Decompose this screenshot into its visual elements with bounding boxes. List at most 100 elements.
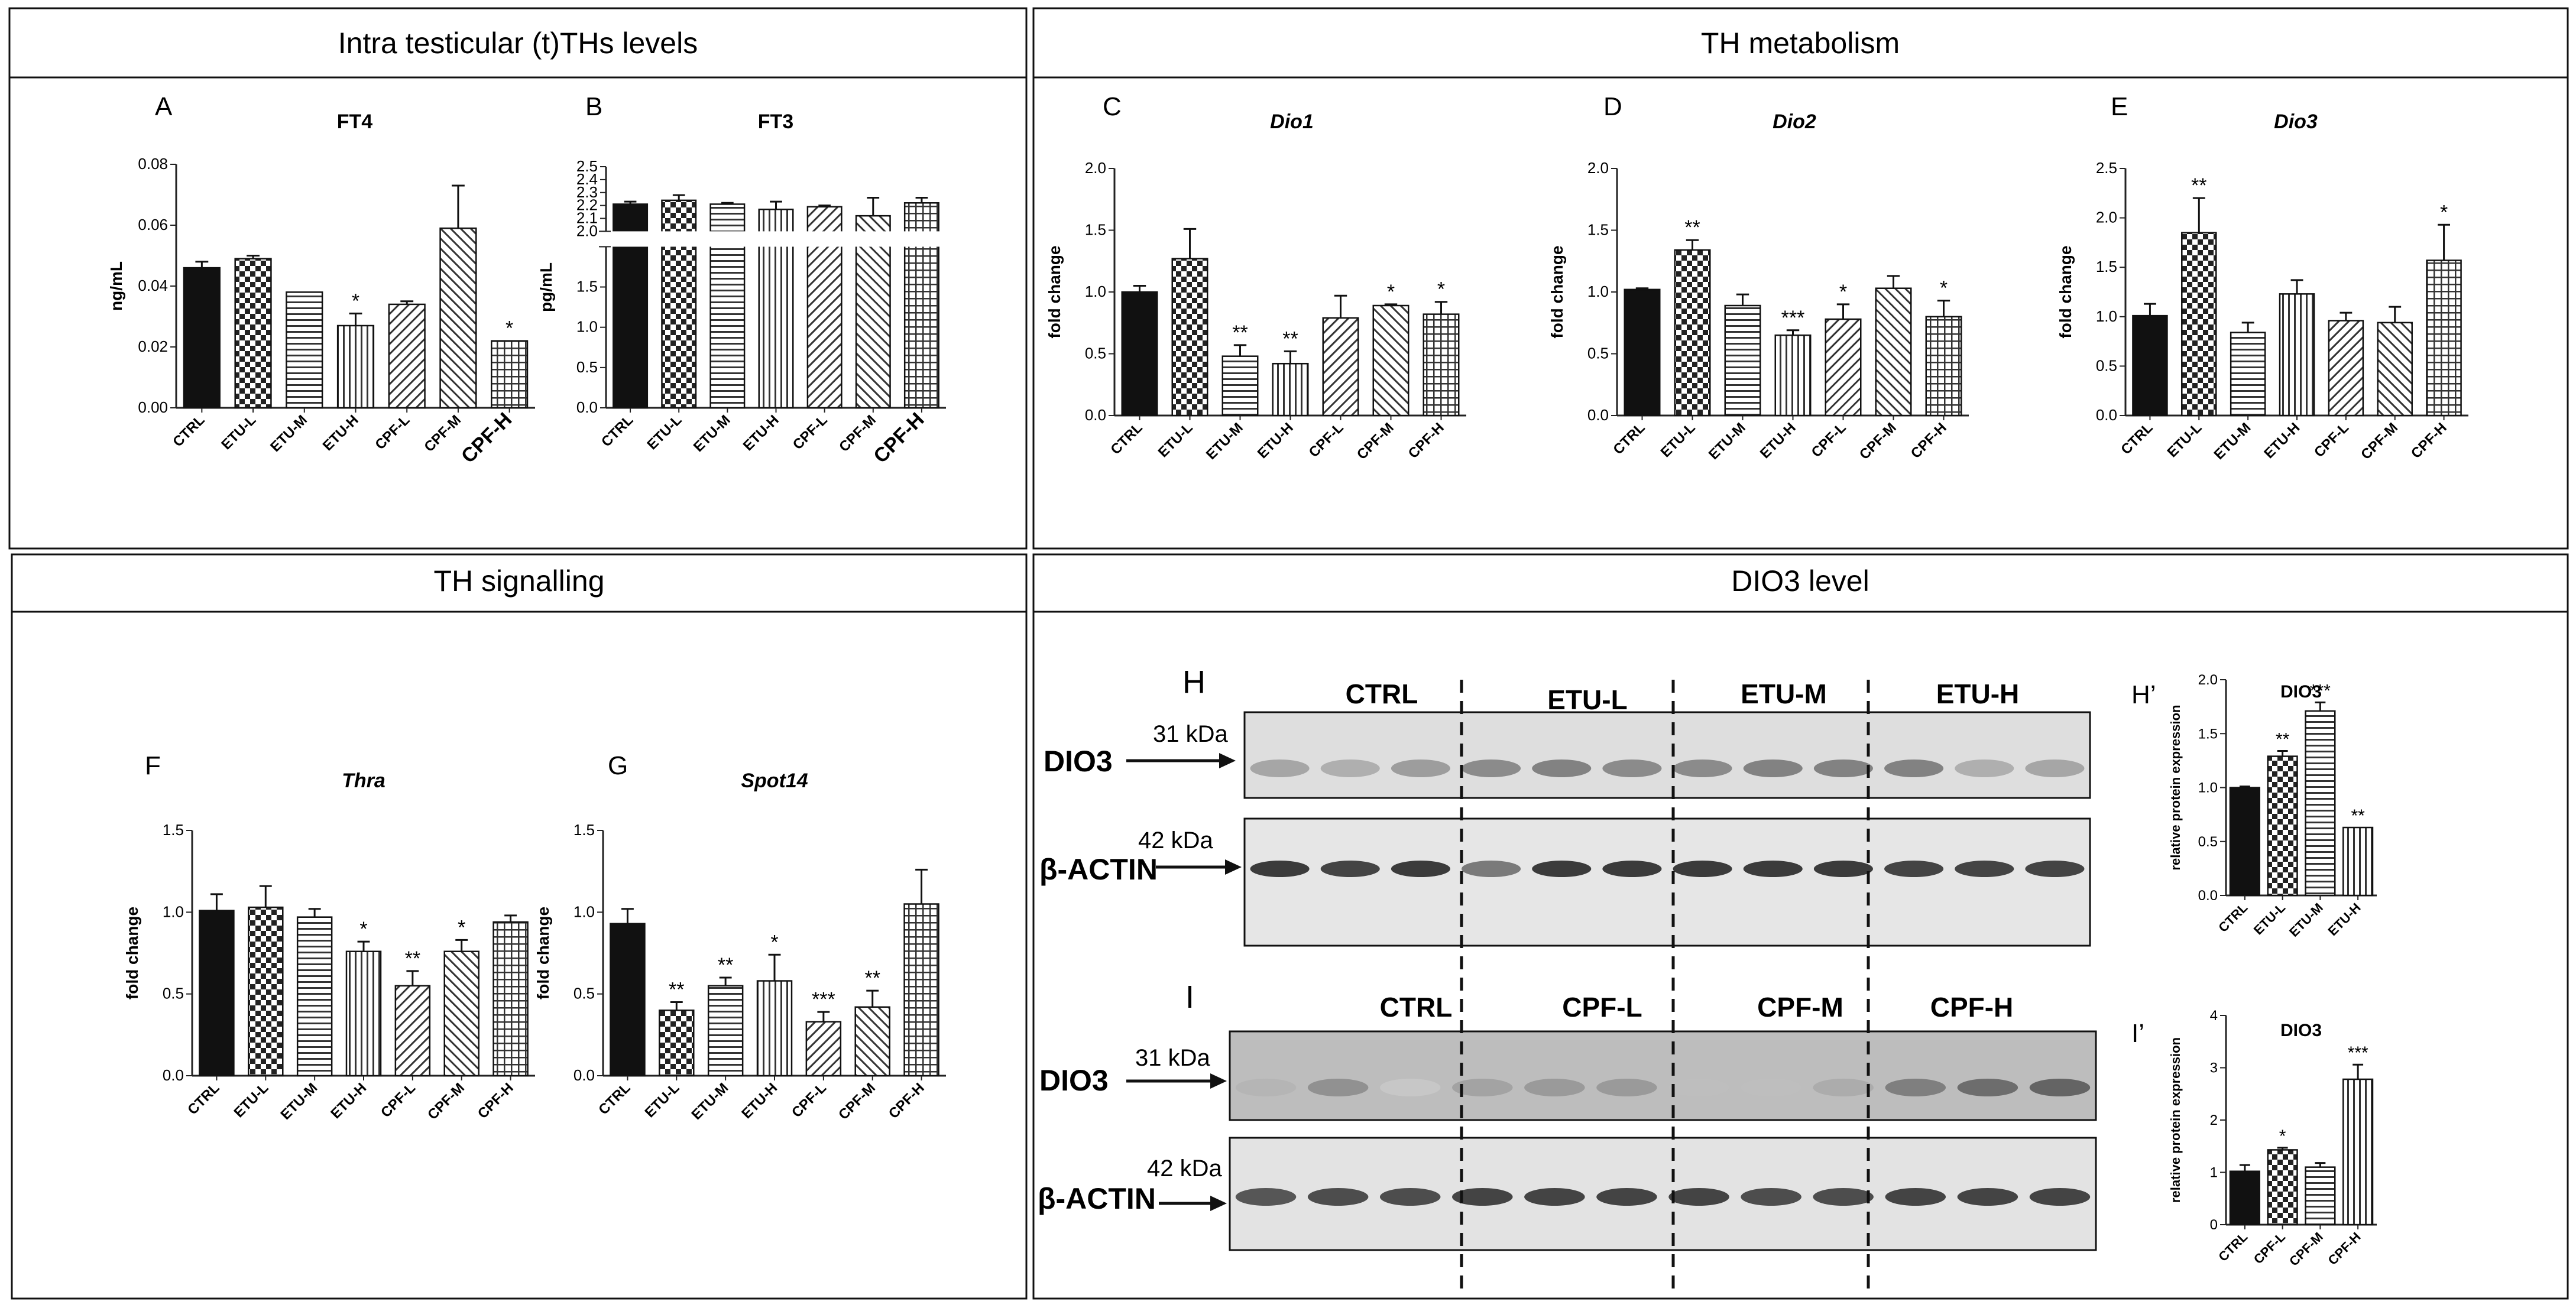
significance-mark: * [458, 916, 465, 939]
x-category-label: CTRL [598, 412, 636, 450]
bar [1272, 362, 1309, 417]
section-title-intra: Intra testicular (t)THs levels [338, 27, 698, 60]
band-label: β-ACTIN [1039, 853, 1158, 886]
y-tick-label: 1.0 [2198, 780, 2218, 796]
x-category-label: CPF-L [2311, 420, 2352, 460]
blot-strip-dio3 [1243, 711, 2091, 799]
x-category-label: ETU-M [691, 412, 734, 455]
blot-strip-dio3 [1229, 1030, 2097, 1121]
significance-mark: * [352, 290, 359, 312]
x-category-label: ETU-H [2325, 900, 2363, 939]
x-category-label: ETU-L [1658, 420, 1699, 460]
bar [1875, 287, 1912, 417]
y-axis-label: fold change [1548, 245, 1566, 338]
blot-band [1955, 861, 2014, 877]
blot-band [1320, 760, 1380, 777]
chart-title: Dio3 [2274, 111, 2318, 133]
bar [2305, 1166, 2336, 1226]
bar [491, 340, 529, 409]
blot-group-label: CTRL [1380, 992, 1453, 1023]
significance-mark: *** [2310, 681, 2331, 700]
blot-group-label: CTRL [1346, 679, 1418, 709]
y-tick-label: 0.5 [576, 358, 598, 376]
blot-background [1229, 1030, 2097, 1121]
chart-dio3-protein-cpf: I’ DIO3 0 1 2 3 4 relative protein expression CT… [2131, 1008, 2377, 1269]
panel-letter: I’ [2131, 1019, 2144, 1048]
y-tick-label: 2.0 [2198, 672, 2218, 688]
bar [2181, 232, 2217, 417]
y-tick-label: 1.5 [573, 821, 595, 839]
panel-letter: B [585, 92, 602, 121]
blot-group-label: ETU-M [1741, 679, 1827, 709]
significance-mark: *** [2348, 1043, 2368, 1063]
significance-mark: *** [1781, 307, 1805, 329]
blot-group-label: CPF-H [1930, 992, 2014, 1023]
arrow-head [1219, 753, 1236, 768]
y-tick-label: 0.5 [2096, 356, 2117, 374]
blot-band [1307, 1188, 1369, 1206]
blot-band [1379, 1079, 1441, 1096]
chart-title: Spot14 [741, 770, 808, 792]
y-tick-label: 0.5 [163, 985, 184, 1002]
bar [443, 950, 479, 1077]
blot-group-label: ETU-H [1936, 679, 2020, 709]
y-tick-label: 0.0 [1085, 406, 1106, 424]
y-tick-label: 0.0 [573, 1066, 595, 1084]
kda-label: 31 kDa [1135, 1045, 1210, 1071]
bar [183, 267, 221, 409]
significance-mark: ** [1282, 327, 1298, 350]
x-category-label: CPF-M [2286, 1229, 2326, 1269]
y-tick-label: 1.5 [1085, 221, 1106, 239]
blot-group-label: CPF-L [1562, 992, 1642, 1023]
x-category-label: CTRL [1107, 420, 1145, 457]
blot-band [1250, 760, 1310, 777]
y-tick-label: 0.02 [138, 337, 168, 355]
blot-strip-actin [1243, 817, 2091, 947]
bar [2229, 1170, 2260, 1226]
bar [707, 985, 744, 1077]
blot-band [1250, 861, 1310, 877]
blot-band [1391, 861, 1450, 877]
y-tick-label: 2.0 [576, 222, 598, 239]
chart-title: FT4 [337, 111, 373, 133]
x-category-label: ETU-L [644, 412, 685, 453]
x-category-label: ETU-L [641, 1080, 682, 1121]
y-tick-label: 4 [2210, 1008, 2218, 1024]
x-category-label: CTRL [595, 1080, 633, 1118]
blot-group-label: ETU-L [1547, 684, 1627, 715]
blot-strip-actin [1229, 1137, 2097, 1251]
x-category-label: CPF-L [378, 1080, 419, 1121]
band-label: DIO3 [1039, 1064, 1109, 1097]
arrow-head [1210, 1196, 1227, 1211]
bar [2230, 332, 2266, 417]
blot-band [1596, 1079, 1657, 1096]
y-tick-label: 1 [2210, 1165, 2218, 1181]
y-tick-label: 0.06 [138, 216, 168, 233]
panel-letter: H’ [2131, 680, 2156, 709]
chart-title: Thra [342, 770, 385, 792]
y-axis-label: fold change [2056, 245, 2075, 338]
bar [1674, 249, 1711, 417]
significance-mark: *** [812, 988, 835, 1011]
x-category-label: ETU-M [278, 1080, 321, 1123]
blot-band [1813, 1188, 1874, 1206]
band-label: β-ACTIN [1038, 1182, 1156, 1215]
chart-ft3: B FT3 2.02.12.22.32.42.5 0.0 0.5 1.0 1.5 pg/mL C… [537, 92, 951, 468]
section-frames [8, 7, 2569, 1300]
y-tick-label: 2.3 [576, 183, 598, 201]
x-category-label: CTRL [2215, 900, 2250, 935]
x-category-label: CPF-M [1354, 420, 1397, 463]
significance-mark: ** [405, 947, 420, 970]
blot-band [1884, 861, 1944, 877]
y-tick-label: 0.5 [1587, 345, 1609, 362]
blot-band [1957, 1188, 2018, 1206]
x-category-label: ETU-H [740, 412, 782, 454]
bar [1724, 304, 1761, 417]
panel-letter-h: H [1182, 664, 1206, 700]
y-tick-label: 2 [2210, 1112, 2218, 1128]
bar [2342, 826, 2374, 897]
y-axis-label: ng/mL [107, 261, 125, 311]
bar [2377, 322, 2413, 417]
